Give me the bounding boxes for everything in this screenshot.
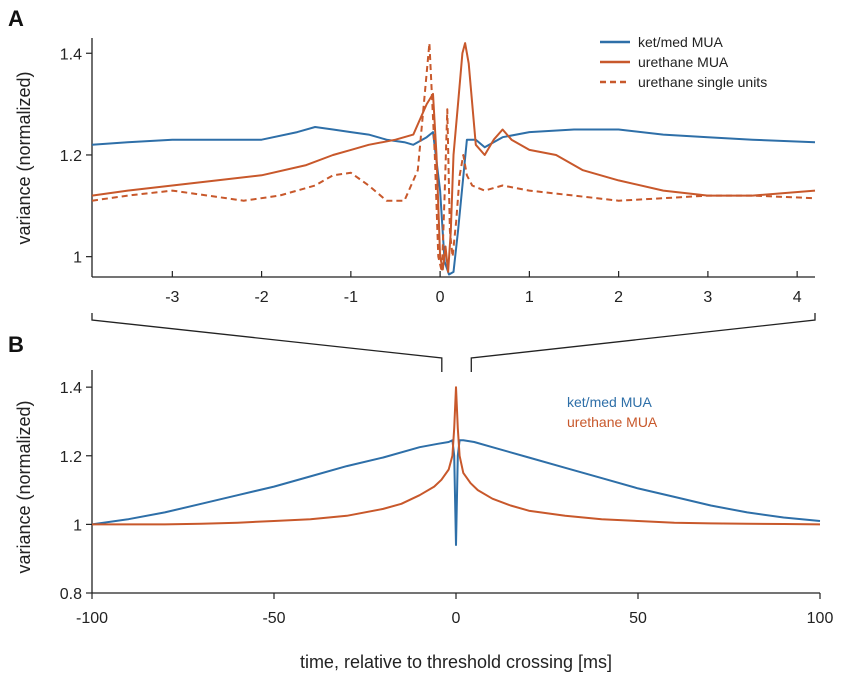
zoom-connector-left — [91, 313, 443, 372]
panel-a-y-axis-label: variance (normalized) — [14, 71, 34, 244]
x-tick-label: 100 — [807, 610, 834, 627]
x-tick-label: 0 — [452, 610, 461, 627]
legend-label: urethane MUA — [638, 54, 729, 70]
y-tick-label: 1 — [73, 517, 82, 534]
panel-a-series — [91, 42, 816, 276]
panel-a-legend: ket/med MUA urethane MUA urethane single u… — [600, 34, 767, 90]
legend-label: urethane MUA — [567, 414, 658, 430]
panel-a-letter: A — [8, 6, 24, 31]
panel-a-axes: 1 1.2 1.4 -3 -2 -1 0 1 2 3 4 — [60, 38, 815, 306]
panel-b-legend: ket/med MUA urethane MUA — [567, 394, 658, 430]
series-line-ket-med-mua — [91, 439, 821, 546]
y-tick-label: 1.4 — [60, 380, 82, 397]
y-tick-label: 1.4 — [60, 46, 82, 63]
x-tick-label: 1 — [525, 289, 534, 306]
y-tick-label: 1.2 — [60, 449, 82, 466]
y-tick-label: 0.8 — [60, 586, 82, 603]
x-tick-label: 2 — [614, 289, 623, 306]
series-line-ket-med-mua — [91, 126, 816, 276]
x-tick-label: -100 — [76, 610, 108, 627]
panel-a: A 1 1.2 1.4 -3 -2 -1 0 1 2 3 4 ket/med MUA urethane… — [8, 6, 816, 306]
legend-label: ket/med MUA — [567, 394, 652, 410]
x-tick-label: -50 — [262, 610, 285, 627]
x-tick-label: 50 — [629, 610, 647, 627]
y-tick-label: 1.2 — [60, 148, 82, 165]
zoom-connector-right — [470, 313, 816, 372]
panel-b-axes: 0.8 1 1.2 1.4 -100 -50 0 50 100 — [60, 370, 834, 627]
x-tick-label: 3 — [703, 289, 712, 306]
series-line-urethane-mua — [92, 386, 821, 526]
x-tick-label: 4 — [793, 289, 802, 306]
x-tick-label: -2 — [254, 289, 268, 306]
x-tick-label: -3 — [165, 289, 179, 306]
panel-b-letter: B — [8, 332, 24, 357]
zoom-connector — [91, 313, 816, 372]
panel-b-series — [91, 386, 821, 546]
x-tick-label: 0 — [436, 289, 445, 306]
x-tick-label: -1 — [344, 289, 358, 306]
panel-b-x-axis-label: time, relative to threshold crossing [ms… — [300, 652, 612, 672]
y-tick-label: 1 — [73, 250, 82, 267]
legend-label: ket/med MUA — [638, 34, 723, 50]
panel-b-y-axis-label: variance (normalized) — [14, 400, 34, 573]
legend-label: urethane single units — [638, 74, 767, 90]
panel-b: B 0.8 1 1.2 1.4 -100 -50 0 50 100 ket/med MUA ure… — [8, 332, 833, 672]
series-line-urethane-single-units — [91, 42, 816, 273]
